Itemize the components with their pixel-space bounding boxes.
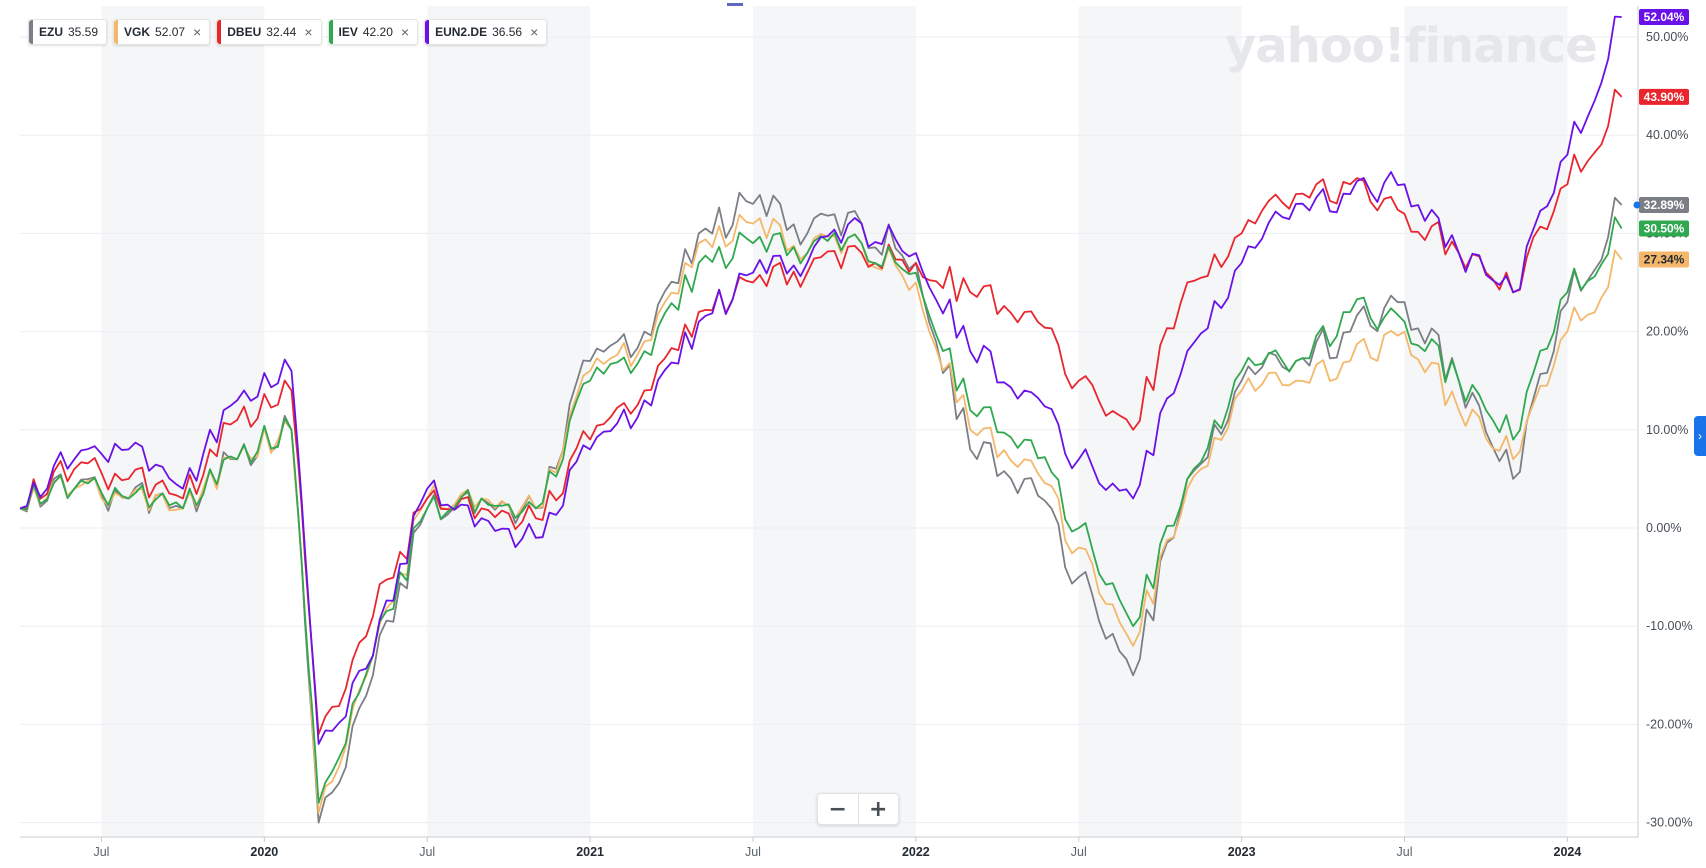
chevron-right-icon: ›	[1698, 429, 1702, 443]
time-band	[101, 6, 265, 837]
end-label-text: 52.04%	[1644, 10, 1685, 24]
zoom-in-button[interactable]: +	[859, 794, 899, 824]
close-icon[interactable]: ×	[193, 24, 202, 40]
legend-value: 32.44	[266, 25, 297, 39]
end-label-box	[1639, 220, 1689, 237]
y-tick-label: 10.00%	[1646, 423, 1688, 437]
legend-symbol: EZU	[39, 25, 63, 39]
legend-chip-iev[interactable]: IEV 42.20 ×	[327, 19, 419, 45]
zoom-out-button[interactable]: −	[818, 794, 858, 824]
zoom-controls: − +	[817, 793, 899, 825]
series-lines	[19, 15, 1623, 824]
legend-value: 35.59	[68, 25, 99, 39]
time-bands	[101, 6, 1568, 837]
x-tick-label: Jul	[93, 845, 109, 859]
x-tick-label: 2022	[902, 845, 930, 859]
time-band	[752, 6, 916, 837]
x-tick-label: Jul	[745, 845, 761, 859]
end-label-box	[1639, 251, 1689, 268]
legend-swatch	[29, 20, 33, 44]
end-label-text: 30.50%	[1644, 221, 1685, 235]
x-tick-label: Jul	[419, 845, 435, 859]
x-axis-ticks: Jul 2020 Jul 2021 Jul 2022 Jul 2023 Jul 2024	[93, 837, 1581, 859]
series-end-labels: 32.89% 27.34% 43.90% 30.50% 52.04%	[1633, 8, 1689, 268]
legend: EZU 35.59 VGK 52.07 × DBEU 32.44 × IEV 42.20 × EUN2…	[28, 19, 548, 45]
legend-swatch	[114, 20, 119, 44]
legend-chip-eun2-de[interactable]: EUN2.DE 36.56 ×	[424, 19, 548, 45]
legend-swatch	[425, 20, 430, 44]
legend-value: 42.20	[362, 25, 393, 39]
time-band	[1404, 6, 1568, 837]
end-label-box	[1639, 88, 1689, 105]
legend-symbol: DBEU	[227, 25, 262, 39]
end-label-text: 27.34%	[1644, 253, 1685, 267]
legend-chip-ezu[interactable]: EZU 35.59	[28, 19, 108, 45]
y-tick-label: 20.00%	[1646, 325, 1688, 339]
legend-symbol: EUN2.DE	[435, 25, 488, 39]
legend-swatch	[328, 20, 333, 44]
side-panel-toggle[interactable]: ›	[1694, 416, 1706, 456]
end-label-text: 32.89%	[1644, 198, 1685, 212]
y-axis-ticks: 50.00%40.00%30.00%20.00%10.00%0.00%-10.0…	[1646, 30, 1693, 830]
y-tick-label: -30.00%	[1646, 816, 1693, 830]
zoom-separator	[857, 794, 859, 824]
end-label-box	[1639, 197, 1689, 214]
y-tick-label: 40.00%	[1646, 128, 1688, 142]
legend-swatch	[217, 20, 222, 44]
legend-value: 52.07	[155, 25, 186, 39]
legend-symbol: VGK	[124, 25, 151, 39]
series-line-eun2-de[interactable]	[19, 15, 1622, 745]
end-label-text: 43.90%	[1644, 90, 1685, 104]
legend-chip-vgk[interactable]: VGK 52.07 ×	[113, 19, 211, 45]
close-icon[interactable]: ×	[400, 24, 410, 40]
x-tick-label: 2020	[250, 845, 278, 859]
x-tick-label: 2024	[1554, 845, 1582, 859]
x-tick-label: 2023	[1228, 845, 1256, 859]
legend-symbol: IEV	[338, 25, 358, 39]
x-tick-label: 2021	[576, 845, 604, 859]
range-marker[interactable]	[727, 3, 743, 6]
series-line-iev[interactable]	[19, 216, 1623, 804]
legend-value: 36.56	[492, 25, 523, 39]
end-label-box	[1639, 8, 1689, 25]
series-line-dbeu[interactable]	[19, 88, 1623, 736]
y-tick-label: 50.00%	[1646, 30, 1688, 44]
legend-chip-dbeu[interactable]: DBEU 32.44 ×	[216, 19, 322, 45]
x-tick-label: Jul	[1071, 845, 1087, 859]
time-band	[1078, 6, 1242, 837]
x-tick-label: Jul	[1397, 845, 1413, 859]
y-tick-label: 0.00%	[1646, 521, 1681, 535]
close-icon[interactable]: ×	[530, 24, 539, 40]
y-tick-label: -20.00%	[1646, 717, 1693, 731]
y-tick-label: -10.00%	[1646, 619, 1693, 633]
time-band	[427, 6, 591, 837]
last-point-dot	[1633, 201, 1641, 209]
close-icon[interactable]: ×	[304, 24, 313, 40]
yahoo-finance-watermark: yahoo!finance	[1225, 18, 1598, 74]
